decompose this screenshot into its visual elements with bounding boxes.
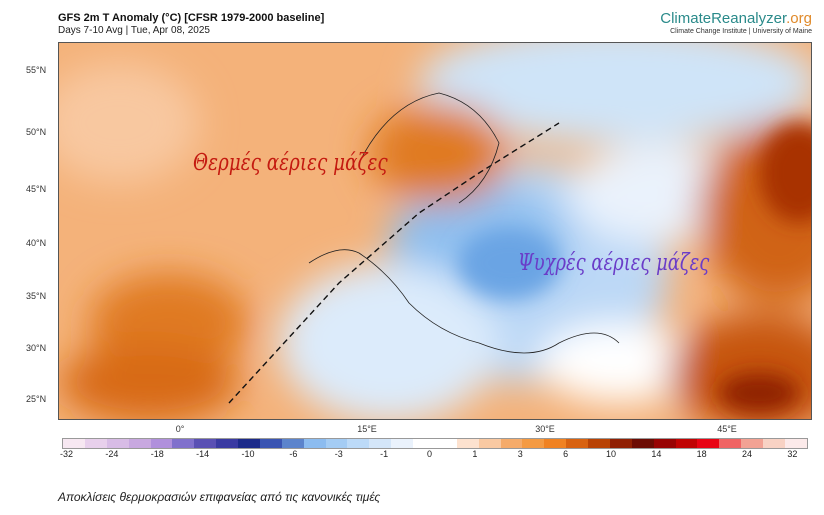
colorbar-swatch — [784, 439, 807, 448]
colorbar-swatch — [194, 439, 217, 448]
colorbar-tick-label: 14 — [651, 449, 662, 459]
anomaly-field — [59, 43, 811, 419]
lon-label: 30°E — [535, 424, 555, 434]
lat-label: 35°N — [26, 291, 47, 301]
colorbar-swatch — [522, 439, 545, 448]
logo: ClimateReanalyzer.org — [660, 10, 812, 27]
logo-tld: .org — [786, 10, 812, 27]
colorbar-swatch — [259, 439, 282, 448]
colorbar-tick-label: 18 — [696, 449, 707, 459]
lat-label: 30°N — [26, 343, 47, 353]
colorbar-swatch — [653, 439, 676, 448]
colorbar-swatch — [609, 439, 632, 448]
colorbar-swatch — [391, 439, 413, 448]
colorbar-tick-label: -6 — [289, 449, 298, 459]
colorbar-tick-label: 3 — [517, 449, 523, 459]
lon-label: 45°E — [717, 424, 737, 434]
colorbar-swatch — [566, 439, 588, 448]
colorbar-tick-label: 24 — [742, 449, 753, 459]
colorbar-tick-label: -18 — [150, 449, 164, 459]
colorbar-swatch — [216, 439, 238, 448]
colorbar-tick-label: 10 — [605, 449, 616, 459]
lat-label: 40°N — [26, 238, 47, 248]
colorbar-tick-label: 1 — [472, 449, 478, 459]
colorbar-swatch — [325, 439, 348, 448]
colorbar — [62, 438, 808, 449]
colorbar-swatch — [500, 439, 523, 448]
colorbar-tick-label: 32 — [787, 449, 798, 459]
caption: Αποκλίσεις θερμοκρασιών επιφανείας από τ… — [58, 490, 381, 504]
colorbar-swatch — [172, 439, 195, 448]
colorbar-swatch — [238, 439, 260, 448]
colorbar-tick-label: -1 — [380, 449, 389, 459]
colorbar-swatch — [697, 439, 720, 448]
colorbar-swatch — [434, 439, 457, 448]
colorbar-swatch — [84, 439, 107, 448]
cold-air-annotation: Ψυχρές αέριες μάζες — [518, 250, 710, 276]
colorbar-tick-label: -3 — [334, 449, 343, 459]
lat-label: 25°N — [26, 394, 47, 404]
colorbar-swatch — [281, 439, 304, 448]
lat-label: 55°N — [26, 65, 47, 75]
logo-affiliation: Climate Change Institute | University of… — [670, 28, 812, 35]
colorbar-tick-label: -10 — [241, 449, 255, 459]
colorbar-swatch — [478, 439, 501, 448]
anomaly-map — [58, 42, 812, 420]
colorbar-swatch — [150, 439, 173, 448]
lat-label: 45°N — [26, 184, 47, 194]
map-title: GFS 2m T Anomaly (°C) [CFSR 1979-2000 ba… — [58, 12, 325, 24]
colorbar-tick-label: -32 — [59, 449, 74, 459]
colorbar-swatch — [456, 439, 479, 448]
colorbar-tick-label: 0 — [426, 449, 432, 459]
lon-label: 0° — [175, 424, 185, 434]
colorbar-swatch — [347, 439, 370, 448]
colorbar-swatch — [588, 439, 610, 448]
lat-label: 50°N — [26, 127, 47, 137]
colorbar-swatch — [544, 439, 567, 448]
colorbar-swatch — [763, 439, 785, 448]
colorbar-swatch — [741, 439, 763, 448]
colorbar-swatch — [413, 439, 435, 448]
colorbar-swatch — [369, 439, 392, 448]
warm-air-annotation: Θερμές αέριες μάζες — [193, 150, 388, 176]
colorbar-swatch — [675, 439, 698, 448]
colorbar-swatch — [719, 439, 742, 448]
colorbar-tick-label: 6 — [563, 449, 569, 459]
colorbar-swatch — [631, 439, 654, 448]
colorbar-tick-label: -24 — [105, 449, 119, 459]
colorbar-swatch — [106, 439, 129, 448]
lon-label: 15°E — [357, 424, 377, 434]
map-subtitle: Days 7-10 Avg | Tue, Apr 08, 2025 — [58, 25, 210, 36]
colorbar-ticks: -32 -24 -18 -14 -10 -6 -3 -1 0 1 3 6 10 14 18 24 32 — [59, 449, 808, 463]
logo-main: ClimateReanalyzer — [660, 10, 787, 27]
colorbar-swatch — [128, 439, 151, 448]
colorbar-swatch — [303, 439, 326, 448]
colorbar-swatch — [63, 439, 85, 448]
colorbar-tick-label: -14 — [196, 449, 210, 459]
